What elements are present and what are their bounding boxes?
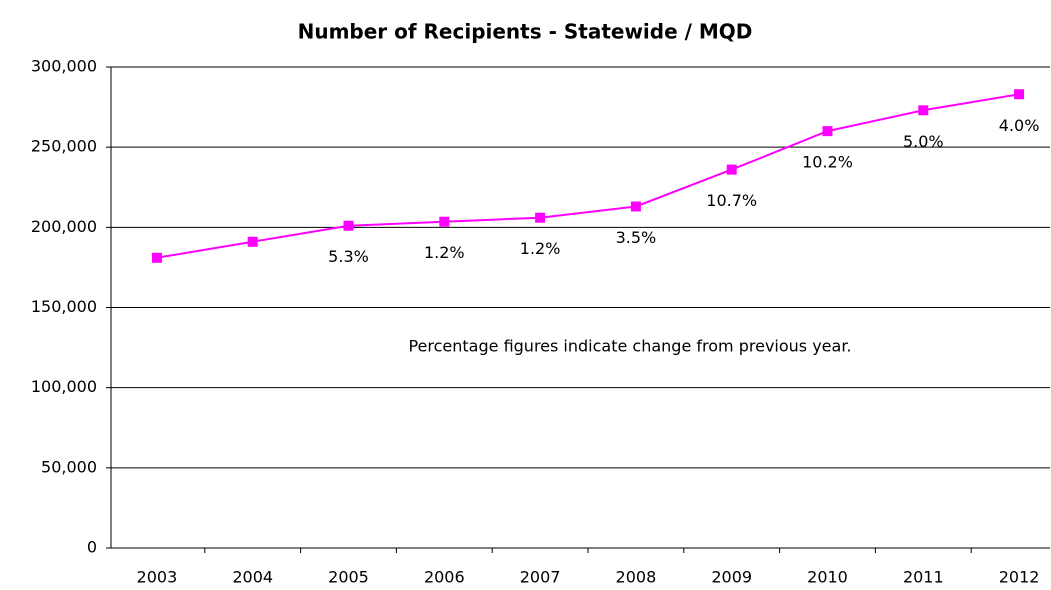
y-tick-label: 150,000 <box>31 297 97 316</box>
change-label: 5.3% <box>328 247 369 266</box>
x-tick-label: 2010 <box>807 568 848 587</box>
marker <box>535 212 546 223</box>
marker <box>343 220 354 231</box>
change-label: 10.7% <box>706 191 757 210</box>
marker <box>247 236 258 247</box>
x-tick-label: 2005 <box>328 568 369 587</box>
x-tick-label: 2012 <box>999 568 1040 587</box>
y-tick-label: 0 <box>87 538 97 557</box>
x-tick-label: 2011 <box>903 568 944 587</box>
annotation: Percentage figures indicate change from … <box>408 337 851 356</box>
x-tick-label: 2008 <box>616 568 657 587</box>
marker <box>439 216 450 227</box>
marker <box>151 252 162 263</box>
change-label: 5.0% <box>903 132 944 151</box>
line <box>156 93 1020 259</box>
marker <box>726 164 737 175</box>
x-tick-label: 2003 <box>137 568 178 587</box>
y-tick-label: 50,000 <box>41 457 97 476</box>
x-tick-label: 2007 <box>520 568 561 587</box>
y-tick-label: 300,000 <box>31 57 97 76</box>
marker <box>630 201 641 212</box>
x-tick-label: 2006 <box>424 568 465 587</box>
change-label: 3.5% <box>616 228 657 247</box>
x-tick-label: 2009 <box>711 568 752 587</box>
marker <box>1014 89 1025 100</box>
y-tick-label: 250,000 <box>31 137 97 156</box>
x-tick-label: 2004 <box>232 568 273 587</box>
marker <box>822 126 833 137</box>
change-label: 10.2% <box>802 153 853 172</box>
chart-title: Number of Recipients - Statewide / MQD <box>298 20 753 44</box>
marker <box>918 105 929 116</box>
change-label: 1.2% <box>424 243 465 262</box>
y-tick-label: 100,000 <box>31 377 97 396</box>
change-label: 4.0% <box>999 116 1040 135</box>
change-label: 1.2% <box>520 239 561 258</box>
y-tick-label: 200,000 <box>31 217 97 236</box>
